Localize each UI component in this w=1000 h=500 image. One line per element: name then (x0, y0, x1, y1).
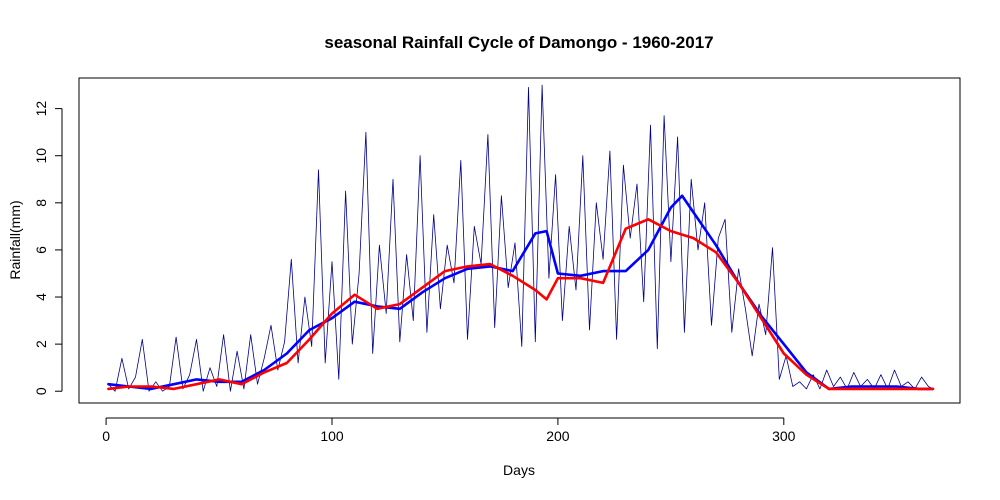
y-axis-label: Rainfall(mm) (7, 200, 23, 279)
y-tick-label: 2 (33, 340, 49, 348)
y-tick-label: 0 (33, 387, 49, 395)
series-line-smooth-red (107, 218, 935, 391)
series-line-smooth-blue (107, 194, 935, 391)
y-tick-label: 4 (33, 293, 49, 301)
y-tick-label: 6 (33, 246, 49, 254)
x-tick-label: 300 (772, 428, 796, 444)
chart-title: seasonal Rainfall Cycle of Damongo - 196… (324, 33, 713, 52)
y-tick-label: 12 (33, 101, 49, 117)
x-axis: 0 100 200 300 (102, 417, 796, 444)
x-axis-label: Days (503, 462, 535, 478)
x-tick-label: 200 (546, 428, 570, 444)
x-tick-label: 0 (102, 428, 110, 444)
series-line-daily (108, 84, 934, 392)
y-tick-label: 10 (33, 148, 49, 164)
series-layer (107, 84, 935, 392)
x-tick-label: 100 (320, 428, 344, 444)
plot-area (78, 77, 961, 404)
y-axis: 0 2 4 6 8 10 12 (33, 101, 63, 395)
y-tick-label: 8 (33, 199, 49, 207)
